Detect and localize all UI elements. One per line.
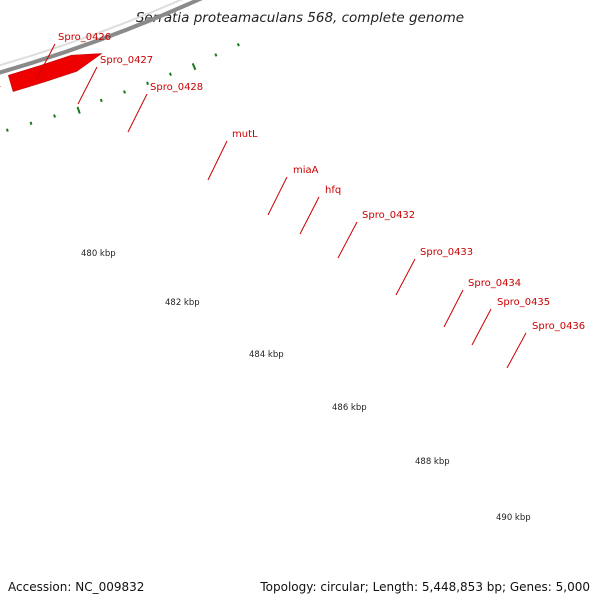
genome-summary-text: Topology: circular; Length: 5,448,853 bp…	[260, 580, 590, 594]
gene-label: hfq	[325, 185, 341, 196]
tick-mark	[191, 63, 197, 71]
gene-leader-line	[395, 258, 416, 296]
map-title: Serratia proteamaculans 568, complete ge…	[136, 10, 464, 26]
backbone-line	[0, 0, 203, 75]
orf-arrow	[0, 86, 2, 87]
scale-labels: 480 kbp 482 kbp 484 kbp 486 kbp 488 kbp 490 k…	[81, 249, 531, 523]
gene-leader-line	[337, 221, 358, 259]
gene-leader-line	[471, 308, 492, 346]
orf-arrows	[0, 53, 103, 92]
gene-leader-line	[299, 196, 320, 235]
gene-leader-line	[207, 140, 228, 181]
tick-mark	[146, 81, 150, 86]
gene-leader-line	[35, 43, 56, 81]
outer-tick-marks	[5, 42, 240, 132]
gene-label: Spro_0434	[468, 278, 521, 289]
tick-mark	[123, 90, 126, 94]
gene-leader-line	[443, 289, 464, 328]
gene-label: Spro_0432	[362, 210, 415, 221]
gene-label: miaA	[293, 165, 319, 176]
gene-label: Spro_0435	[497, 297, 550, 308]
gene-label: Spro_0436	[532, 321, 585, 332]
gene-leader-line	[506, 332, 527, 369]
tick-mark	[29, 121, 33, 125]
tick-mark	[99, 98, 103, 103]
tick-mark	[5, 128, 9, 132]
gene-leader-line	[127, 93, 148, 133]
tick-mark	[214, 53, 218, 57]
gene-label: Spro_0426	[58, 32, 111, 43]
kbp-label: 482 kbp	[165, 298, 200, 308]
gene-leader-line	[77, 66, 98, 105]
kbp-label: 486 kbp	[332, 403, 367, 413]
gene-label: Spro_0427	[100, 55, 153, 66]
kbp-label: 490 kbp	[496, 513, 531, 523]
kbp-label: 484 kbp	[249, 350, 284, 360]
tick-mark	[76, 106, 81, 114]
orf-arrow	[7, 53, 103, 92]
gene-label: mutL	[232, 129, 258, 140]
kbp-label: 488 kbp	[415, 457, 450, 467]
tick-mark	[168, 72, 172, 76]
backbone-highlight	[0, 0, 183, 67]
kbp-label: 480 kbp	[81, 249, 116, 259]
accession-text: Accession: NC_009832	[8, 580, 145, 594]
tick-mark	[236, 42, 240, 47]
gene-label: Spro_0428	[150, 82, 203, 93]
gene-labels: Spro_0426 Spro_0427 Spro_0428 mutL miaA hfq Sp…	[35, 32, 585, 369]
gene-label: Spro_0433	[420, 247, 473, 258]
gene-leader-line	[267, 176, 288, 216]
genome-backbone	[0, 0, 203, 75]
tick-mark	[53, 114, 56, 118]
